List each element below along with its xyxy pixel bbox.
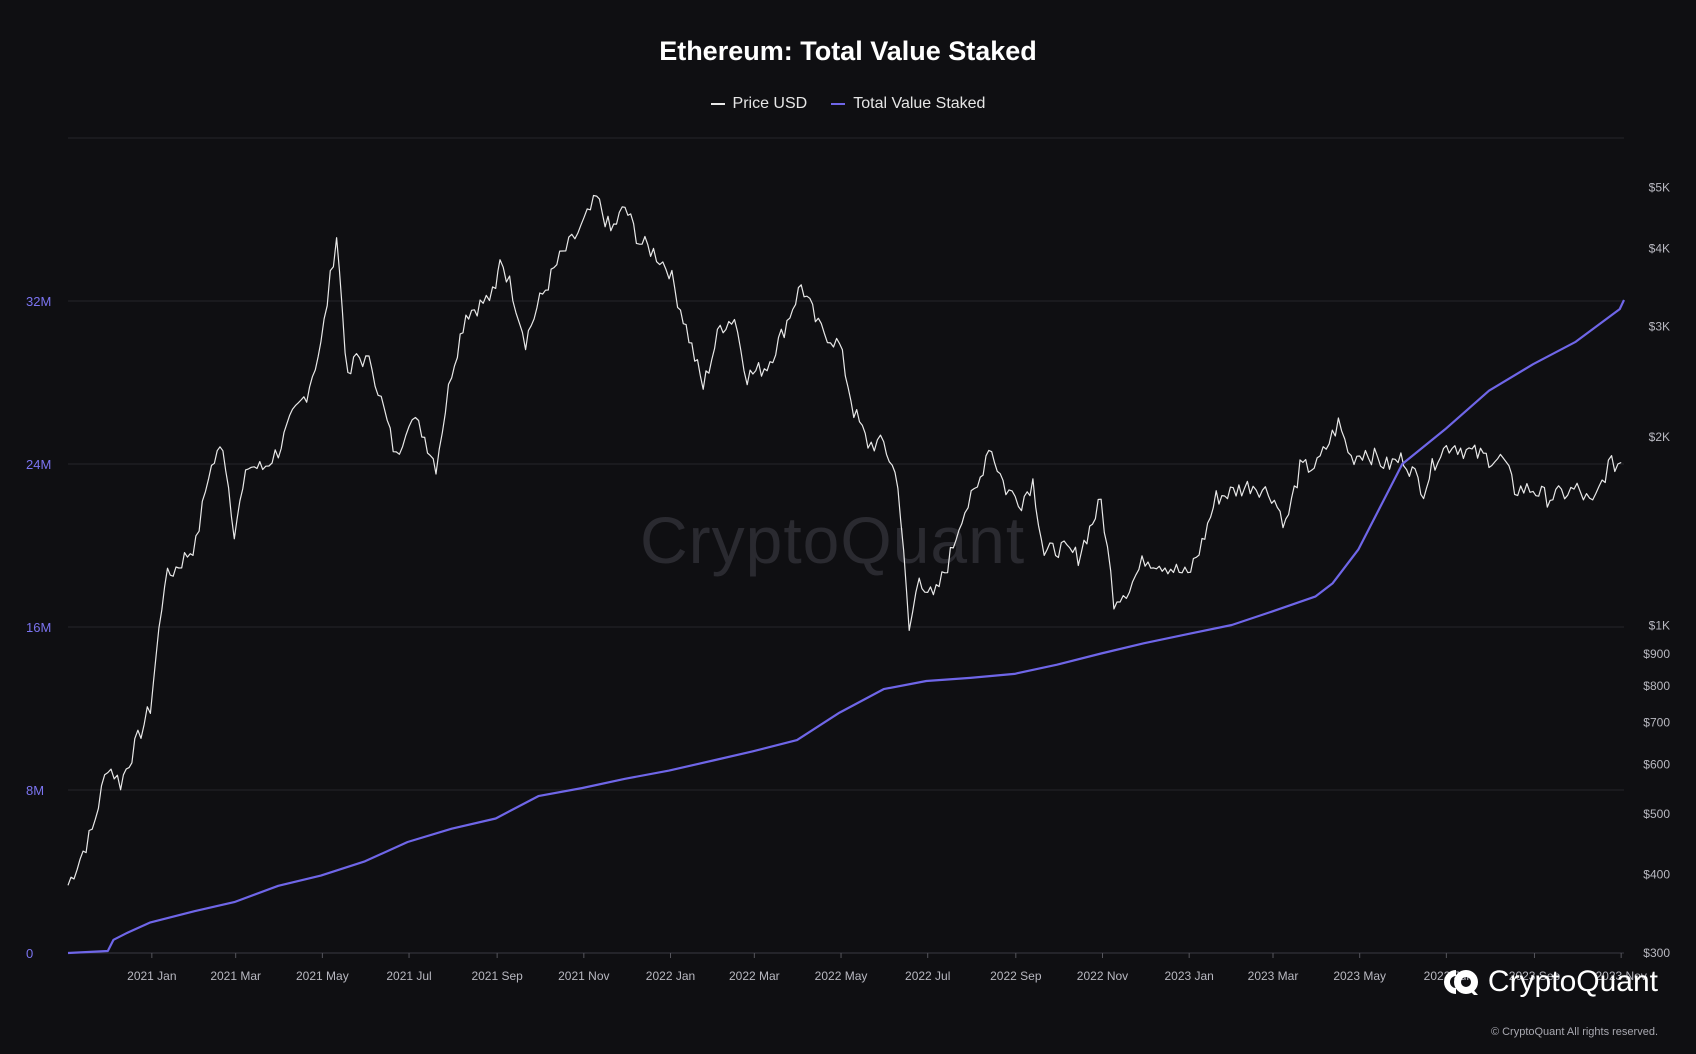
legend: Price USD Total Value Staked <box>0 95 1696 113</box>
x-tick-label: 2023 Nov <box>1595 969 1646 983</box>
y-left-tick-label: 32M <box>26 294 51 309</box>
y-left-tick-label: 16M <box>26 620 51 635</box>
y-right-tick-label: $300 <box>1643 946 1670 960</box>
y-right-tick-label: $4K <box>1649 241 1670 255</box>
x-tick-label: 2022 Jul <box>905 969 950 983</box>
x-tick-label: 2023 Mar <box>1248 969 1299 983</box>
series-line-price-usd <box>67 194 1622 886</box>
copyright: © CryptoQuant All rights reserved. <box>1490 1026 1658 1038</box>
y-right-tick-label: $500 <box>1643 807 1670 821</box>
x-tick-label: 2023 Jan <box>1164 969 1213 983</box>
watermark: CryptoQuant <box>640 503 1026 577</box>
legend-item-price[interactable]: Price USD <box>710 95 808 113</box>
chart-title: Ethereum: Total Value Staked <box>659 36 1037 66</box>
y-right-tick-label: $700 <box>1643 715 1670 729</box>
y-right-tick-label: $600 <box>1643 757 1670 771</box>
y-right-tick-label: $900 <box>1643 647 1670 661</box>
x-tick-label: 2021 Jul <box>386 969 431 983</box>
y-left-tick-label: 8M <box>26 783 44 798</box>
legend-item-staked[interactable]: Total Value Staked <box>831 95 985 113</box>
y-right-tick-label: $5K <box>1649 181 1670 195</box>
x-tick-label: 2022 Jan <box>646 969 695 983</box>
x-tick-label: 2021 Nov <box>558 969 609 983</box>
brand-name: CryptoQuant <box>1487 965 1658 998</box>
y-left-tick-label: 24M <box>26 457 51 472</box>
x-tick-label: 2022 Nov <box>1077 969 1128 983</box>
y-right-tick-label: $400 <box>1643 868 1670 882</box>
x-tick-label: 2023 Sep <box>1509 969 1561 983</box>
cryptoquant-logo-icon <box>1443 970 1478 995</box>
x-tick-label: 2021 Jan <box>127 969 176 983</box>
x-tick-label: 2021 Sep <box>471 969 523 983</box>
brand: CryptoQuant <box>1442 965 1658 999</box>
y-right-tick-label: $800 <box>1643 679 1670 693</box>
x-tick-label: 2022 Sep <box>990 969 1042 983</box>
legend-label-staked: Total Value Staked <box>853 95 986 112</box>
legend-label-price: Price USD <box>732 95 808 112</box>
series-line-total-value-staked <box>67 299 1625 955</box>
x-tick-label: 2021 May <box>296 969 349 983</box>
y-left-tick-label: 0 <box>26 946 33 961</box>
x-tick-label: 2021 Mar <box>210 969 261 983</box>
x-tick-label: 2023 May <box>1333 969 1386 983</box>
y-right-tick-label: $2K <box>1649 430 1670 444</box>
legend-swatch-staked <box>831 103 846 105</box>
y-right-tick-label: $3K <box>1649 320 1670 334</box>
legend-swatch-price <box>710 103 725 105</box>
x-tick-label: 2022 May <box>815 969 868 983</box>
y-right-tick-label: $1K <box>1649 618 1670 632</box>
x-tick-label: 2022 Mar <box>729 969 780 983</box>
